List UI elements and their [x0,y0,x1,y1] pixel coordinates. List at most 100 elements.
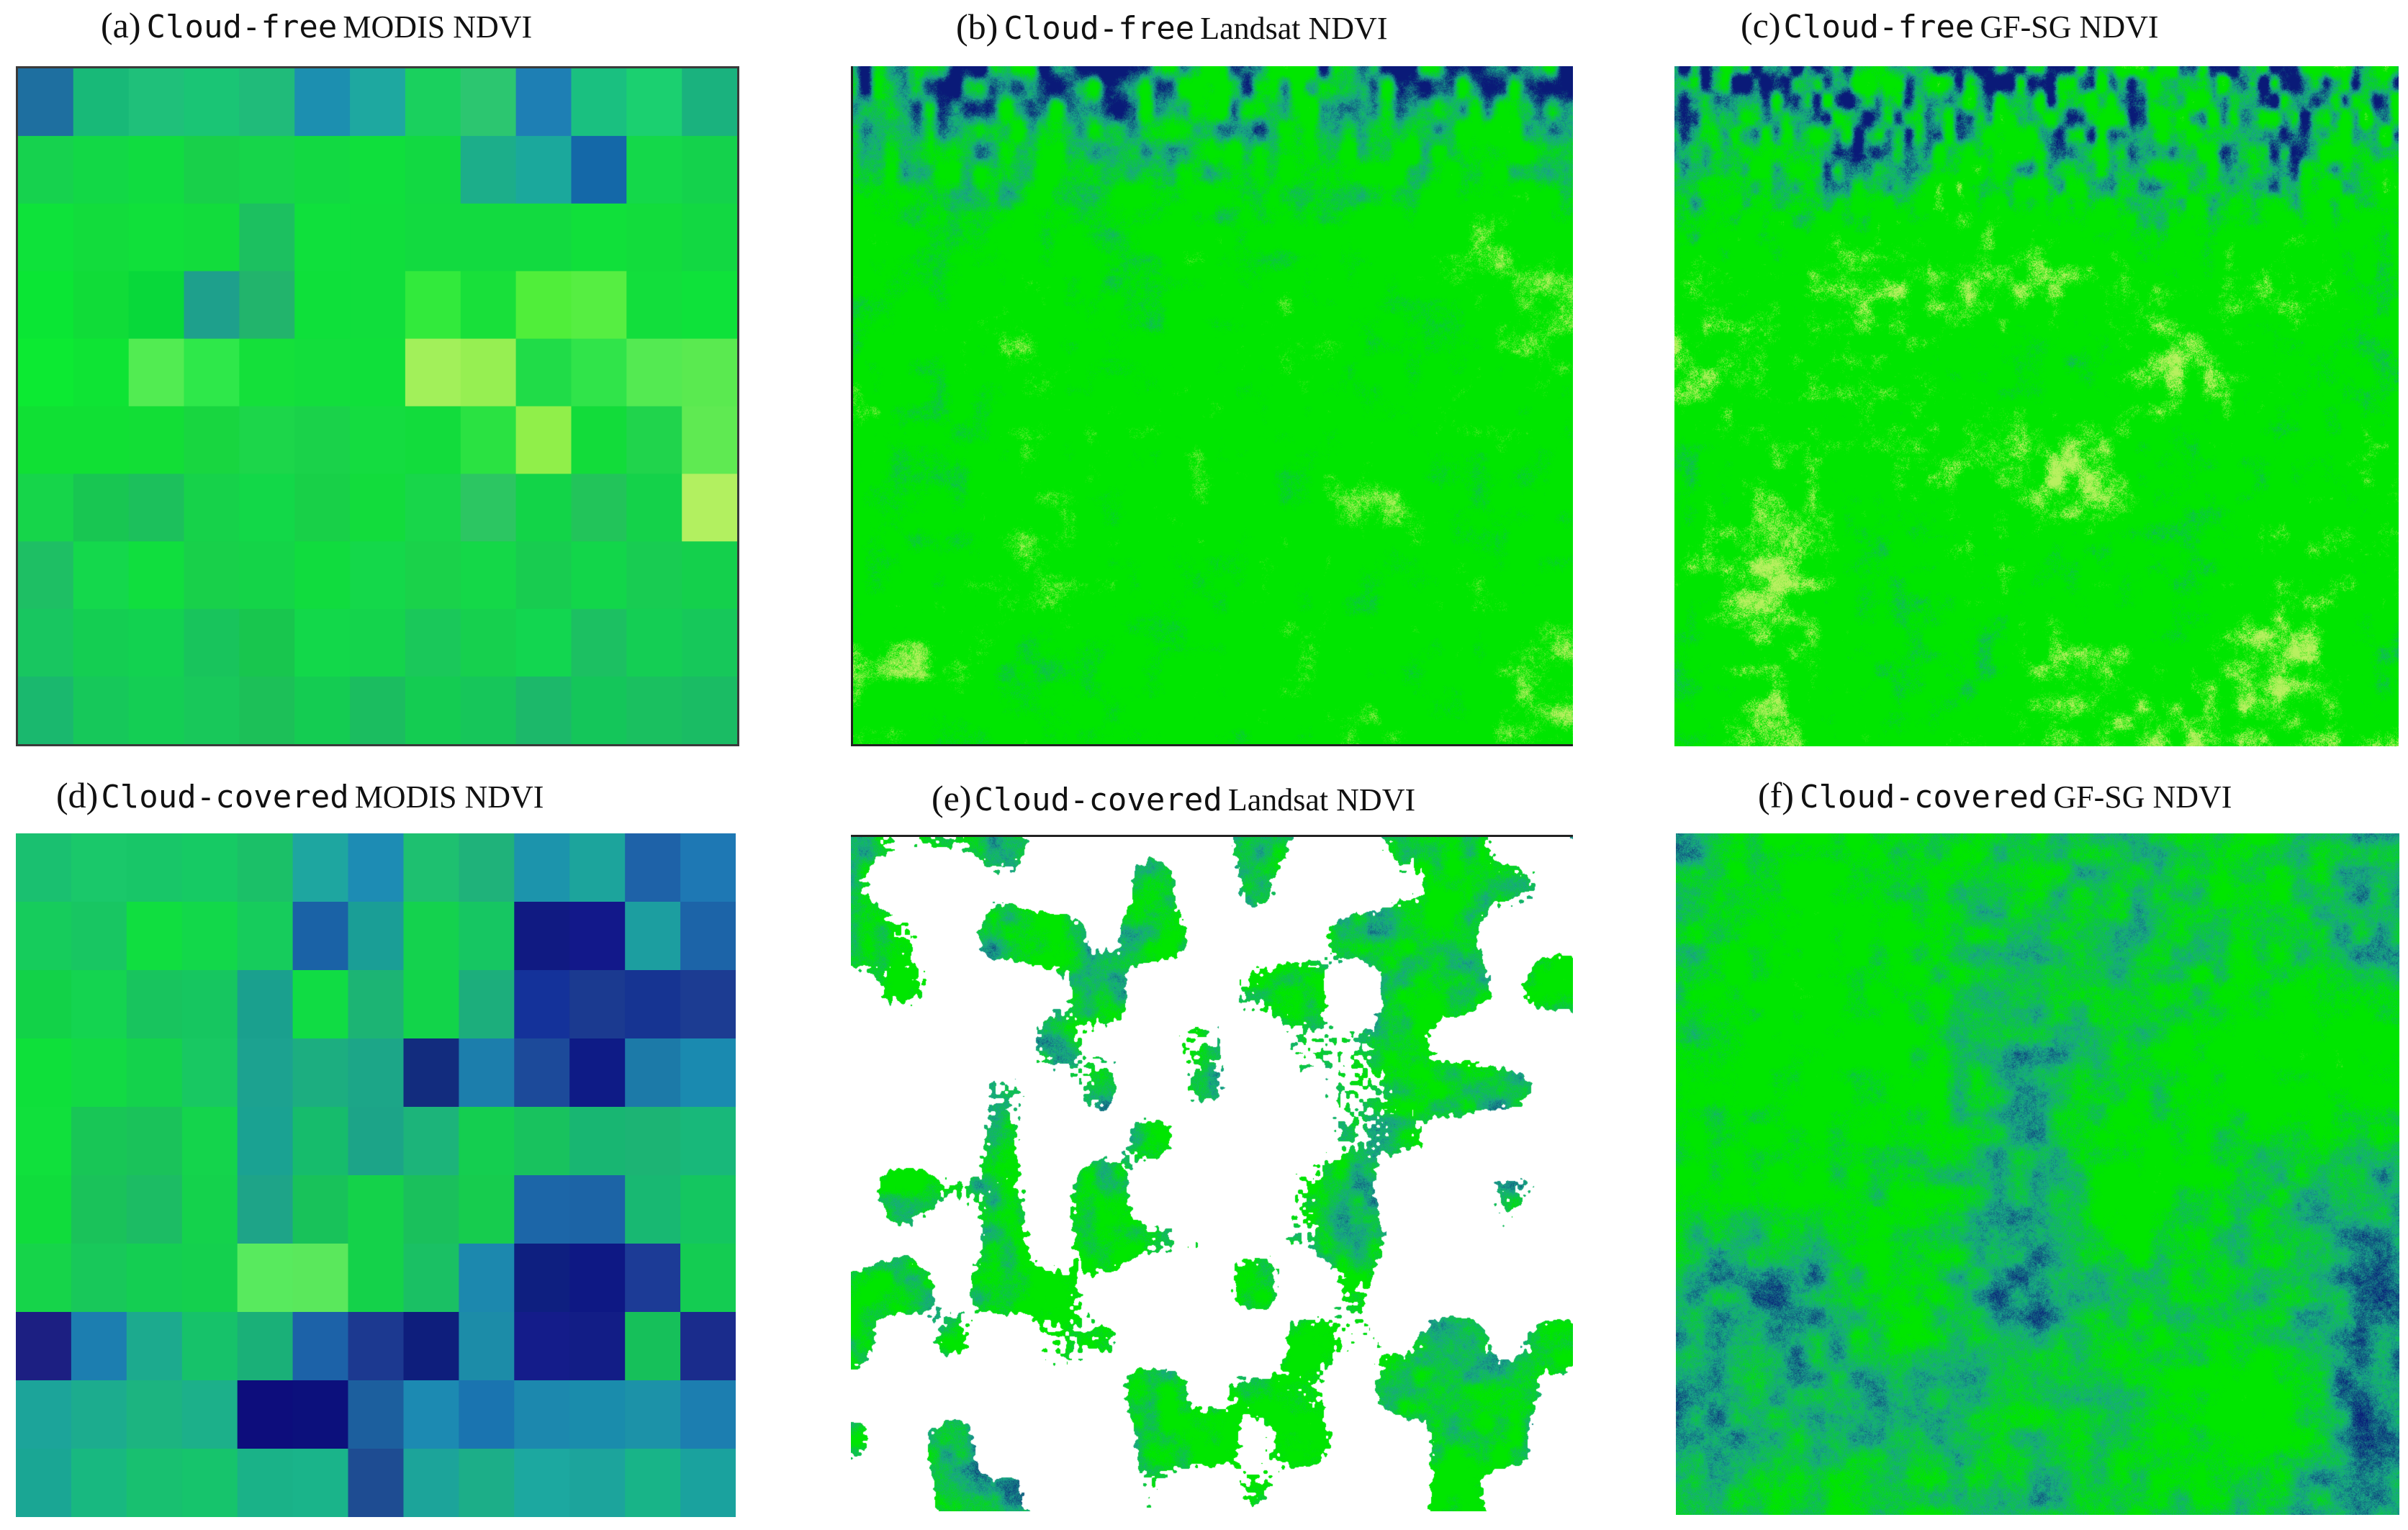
modis-pixel [515,541,572,610]
modis-pixel [126,1380,183,1449]
modis-pixel [237,1449,294,1517]
modis-pixel [459,902,515,971]
modis-pixel [128,203,185,272]
modis-pixel [403,1380,459,1449]
modis-pixel [181,1038,238,1108]
modis-pixel [128,68,185,137]
panel-d-product: MODIS NDVI [354,779,544,815]
panel-c-prefix: Cloud-free [1783,9,1975,45]
modis-pixel [459,1038,515,1108]
modis-pixel [294,203,351,272]
panel-e-product: Landsat NDVI [1227,782,1416,818]
modis-pixel [569,1107,626,1176]
panel-f-prefix: Cloud-covered [1799,779,2048,815]
modis-pixel [405,271,461,340]
modis-pixel [350,68,406,137]
modis-pixel [625,902,681,971]
modis-pixel [292,1244,349,1313]
modis-pixel [73,203,130,272]
modis-pixel [350,338,406,407]
modis-pixel [237,1380,294,1449]
modis-pixel [294,676,351,744]
modis-pixel [239,406,295,474]
landsat-ndvi-raster [853,66,1573,744]
modis-pixel [16,1107,72,1176]
modis-pixel [403,1312,459,1381]
modis-pixel [514,1175,570,1244]
panel-d-caption: (d) Cloud-covered MODIS NDVI [56,774,544,816]
modis-pixel [569,1244,626,1313]
modis-pixel [682,135,737,204]
modis-pixel [73,135,130,204]
modis-pixel [128,474,185,542]
modis-pixel [239,609,295,677]
modis-pixel [237,1244,294,1313]
modis-pixel [403,1107,459,1176]
modis-pixel [348,1107,404,1176]
panel-f-product: GF-SG NDVI [2053,779,2232,815]
modis-pixel [625,1312,681,1381]
modis-pixel [682,68,737,137]
modis-pixel [126,1449,183,1517]
modis-pixel [184,609,240,677]
panel-b-label: (b) [956,6,998,47]
modis-pixel [292,1175,349,1244]
modis-pixel [625,1107,681,1176]
modis-pixel [459,833,515,902]
cloud-free-modis-ndvi-map [16,66,739,746]
modis-pixel [626,203,682,272]
modis-pixel [515,271,572,340]
modis-pixel [181,1244,238,1313]
modis-pixel [515,203,572,272]
modis-pixel [294,406,351,474]
cloud-covered-modis-ndvi-map [16,833,736,1517]
modis-pixel [181,1312,238,1381]
panel-e-label: (e) [932,778,972,818]
modis-pixel [680,1038,736,1108]
modis-pixel [680,902,736,971]
modis-pixel [126,1175,183,1244]
modis-pixel [237,1312,294,1381]
modis-pixel [571,474,627,542]
panel-d-prefix: Cloud-covered [101,779,349,815]
modis-pixel [459,1380,515,1449]
modis-pixel [514,1038,570,1108]
modis-pixel [184,338,240,407]
modis-pixel [682,474,737,542]
modis-pixel [350,271,406,340]
modis-pixel [350,541,406,610]
modis-pixel [184,271,240,340]
panel-f-label: (f) [1758,775,1794,815]
modis-pixel [184,474,240,542]
modis-pixel [571,609,627,677]
modis-pixel [294,68,351,137]
modis-pixel [460,609,517,677]
modis-pixel [16,1380,72,1449]
modis-pixel [126,833,183,902]
modis-pixel [682,203,737,272]
panel-c-product: GF-SG NDVI [1980,9,2159,45]
modis-pixel [680,1449,736,1517]
modis-pixel [569,1380,626,1449]
modis-pixel [514,1312,570,1381]
modis-pixel [73,609,130,677]
modis-pixel [515,609,572,677]
modis-pixel [71,1312,127,1381]
modis-pixel [128,406,185,474]
panel-a-caption: (a) Cloud-free MODIS NDVI [101,4,532,46]
modis-pixel [184,68,240,137]
modis-pixel [625,1175,681,1244]
modis-pixel [292,1380,349,1449]
modis-pixel [18,609,74,677]
modis-pixel [71,1107,127,1176]
modis-pixel [625,833,681,902]
modis-pixel [569,902,626,971]
modis-pixel [569,833,626,902]
modis-pixel [294,541,351,610]
modis-pixel [625,1380,681,1449]
panel-b-product: Landsat NDVI [1200,11,1388,46]
modis-pixel [350,609,406,677]
modis-pixel [16,1244,72,1313]
modis-pixel [18,135,74,204]
modis-pixel [459,970,515,1039]
